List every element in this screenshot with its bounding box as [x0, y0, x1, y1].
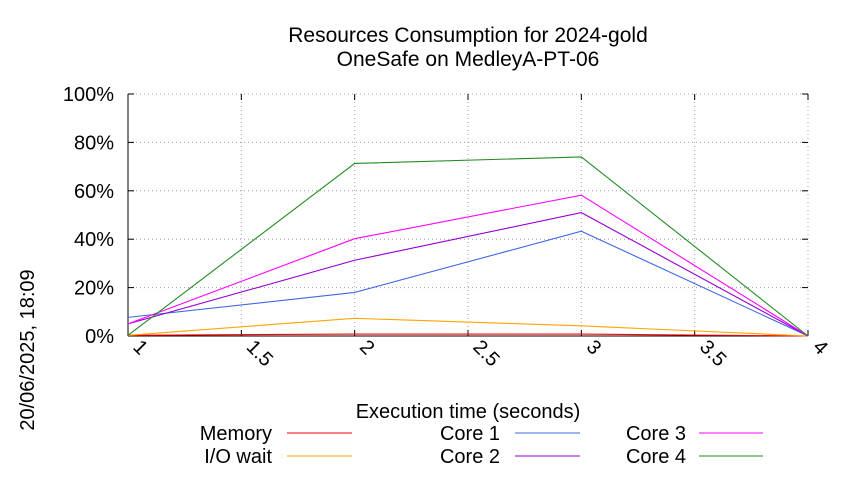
chart-subtitle: OneSafe on MedleyA-PT-06	[337, 48, 600, 71]
series-line-i-o-wait	[127, 317, 809, 337]
y-tick-label: 80%	[74, 132, 114, 154]
x-tick-label: 1	[128, 336, 151, 359]
x-tick-label: 4	[808, 336, 831, 359]
legend-label-i-o-wait: I/O wait	[204, 446, 272, 468]
chart-title: Resources Consumption for 2024-gold	[288, 24, 648, 47]
legend-label-memory: Memory	[200, 423, 272, 445]
legend-label-core-4: Core 4	[626, 446, 686, 468]
grid-lines	[128, 93, 808, 336]
y-tick-label: 0%	[85, 326, 114, 348]
x-tick-label: 3.5	[695, 336, 730, 371]
series-line-core-1	[127, 230, 809, 337]
series-line-core-3	[127, 194, 809, 337]
series-lines	[127, 156, 809, 337]
x-axis-label: Execution time (seconds)	[356, 401, 581, 423]
side-timestamp: 20/06/2025, 18:09	[17, 269, 39, 430]
legend-label-core-2: Core 2	[440, 446, 500, 468]
legend-label-core-3: Core 3	[626, 423, 686, 445]
series-line-core-4	[127, 156, 809, 337]
series-line-memory	[127, 333, 809, 337]
y-tick-label: 20%	[74, 278, 114, 300]
x-tick-label: 1.5	[242, 336, 277, 371]
legend-label-core-1: Core 1	[440, 423, 500, 445]
y-tick-label: 40%	[74, 229, 114, 251]
y-tick-label: 60%	[74, 181, 114, 203]
x-tick-label: 3	[582, 336, 605, 359]
x-tick-label: 2	[355, 336, 378, 359]
x-tick-label: 2.5	[468, 336, 503, 371]
y-tick-label: 100%	[63, 84, 114, 106]
series-line-core-2	[127, 212, 809, 337]
